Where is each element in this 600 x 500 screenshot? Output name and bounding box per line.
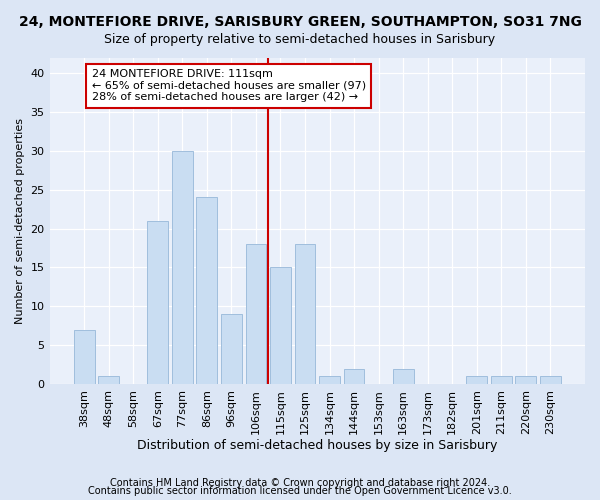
Bar [540, 376, 560, 384]
Bar [466, 376, 487, 384]
Bar [319, 376, 340, 384]
Text: 24, MONTEFIORE DRIVE, SARISBURY GREEN, SOUTHAMPTON, SO31 7NG: 24, MONTEFIORE DRIVE, SARISBURY GREEN, S… [19, 15, 581, 29]
Bar [245, 244, 266, 384]
Bar [196, 198, 217, 384]
X-axis label: Distribution of semi-detached houses by size in Sarisbury: Distribution of semi-detached houses by … [137, 440, 497, 452]
Bar [295, 244, 316, 384]
Text: 24 MONTEFIORE DRIVE: 111sqm
← 65% of semi-detached houses are smaller (97)
28% o: 24 MONTEFIORE DRIVE: 111sqm ← 65% of sem… [92, 69, 366, 102]
Bar [515, 376, 536, 384]
Y-axis label: Number of semi-detached properties: Number of semi-detached properties [15, 118, 25, 324]
Text: Contains HM Land Registry data © Crown copyright and database right 2024.: Contains HM Land Registry data © Crown c… [110, 478, 490, 488]
Bar [148, 221, 168, 384]
Bar [172, 151, 193, 384]
Bar [98, 376, 119, 384]
Bar [74, 330, 95, 384]
Bar [221, 314, 242, 384]
Bar [270, 268, 291, 384]
Bar [344, 368, 364, 384]
Bar [392, 368, 413, 384]
Bar [491, 376, 512, 384]
Text: Size of property relative to semi-detached houses in Sarisbury: Size of property relative to semi-detach… [104, 32, 496, 46]
Text: Contains public sector information licensed under the Open Government Licence v3: Contains public sector information licen… [88, 486, 512, 496]
